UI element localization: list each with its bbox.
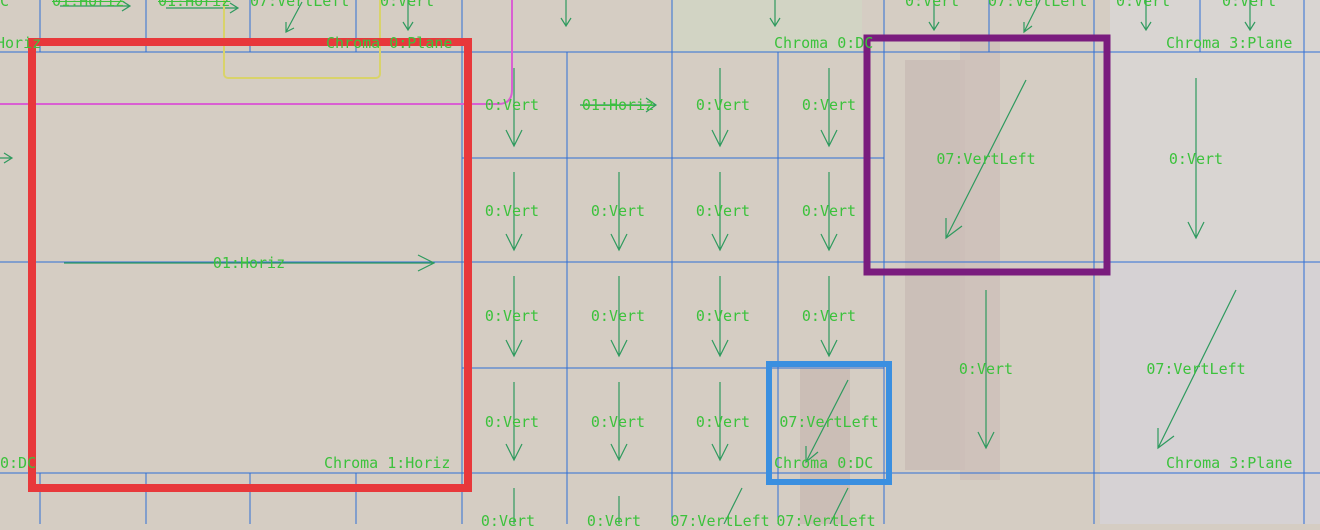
grid-cell-label: 0:Vert	[484, 202, 540, 220]
bottom-row-label: 07:VertLeft	[670, 512, 770, 530]
left-edge-dc-label: 0:DC	[0, 454, 37, 472]
arrow-diagonal	[723, 487, 743, 524]
top-label-c: C	[0, 0, 10, 10]
top-label-vert: 0:Vert	[1222, 0, 1277, 10]
bottom-row-label: 0:Vert	[586, 512, 642, 530]
arrow-horizontal	[0, 152, 14, 164]
top-label-horiz: 01:Horiz	[158, 0, 231, 10]
arrow-horizontal	[166, 2, 240, 14]
grid-cell-label: 0:Vert	[484, 307, 540, 325]
right-block-label: 07:VertLeft	[1146, 360, 1246, 378]
prediction-arrows	[0, 0, 1256, 524]
highlight-red	[28, 38, 472, 492]
arrow-vertical	[711, 68, 729, 148]
right-block-label: 0:Vert	[1168, 150, 1224, 168]
arrow-diagonal	[1023, 0, 1041, 34]
grid-cell-label: 0:Vert	[590, 307, 646, 325]
arrow-vertical	[505, 68, 523, 148]
arrow-vertical	[610, 172, 628, 252]
arrow-vertical	[1244, 0, 1256, 32]
right-block-chroma-label: Chroma 3:Plane	[1166, 454, 1293, 472]
arrow-vertical	[928, 0, 940, 32]
arrow-vertical	[711, 382, 729, 462]
arrow-diagonal	[829, 487, 849, 524]
arrow-vertical	[505, 172, 523, 252]
grid-cell-label: 0:Vert	[801, 96, 857, 114]
arrow-vertical	[402, 0, 414, 32]
arrow-vertical	[560, 0, 572, 28]
arrow-diagonal	[1157, 289, 1237, 450]
grid-cell-label: 01:Horiz	[581, 96, 655, 114]
arrow-horizontal	[580, 97, 658, 113]
highlight-yellow	[223, 0, 381, 79]
chroma-label: Chroma 0:DC	[774, 34, 874, 52]
background-tint-blue-cell	[800, 368, 850, 524]
right-block-label: 07:VertLeft	[936, 150, 1036, 168]
big-block-chroma-label: Chroma 1:Horiz	[324, 454, 451, 472]
chroma-label: Chroma 0:Plane	[326, 34, 453, 52]
grid-cell-label: 0:Vert	[801, 307, 857, 325]
background-tint-top	[672, 0, 862, 52]
grid-cell-label: 0:Vert	[590, 202, 646, 220]
grid-chroma-label: Chroma 0:DC	[774, 454, 874, 472]
arrow-diagonal	[805, 379, 849, 464]
arrow-vertical	[769, 0, 781, 28]
grid-cell-label: 0:Vert	[695, 413, 751, 431]
top-label-vertleft: 07:VertLeft	[250, 0, 350, 10]
background-tint-column2	[960, 40, 1000, 480]
arrow-vertical	[505, 382, 523, 462]
arrow-vertical	[610, 276, 628, 358]
arrow-vertical	[977, 290, 995, 450]
grid-cell-label: 0:Vert	[695, 202, 751, 220]
top-label-vertleft: 07:VertLeft	[988, 0, 1088, 10]
grid-cell-label: 0:Vert	[484, 413, 540, 431]
arrow-vertical	[610, 382, 628, 462]
background-tint-column	[905, 60, 965, 470]
right-block-label: 0:Vert	[958, 360, 1014, 378]
grid-cell-label: 0:Vert	[590, 413, 646, 431]
arrow-vertical	[1140, 0, 1152, 32]
arrow-horizontal	[64, 254, 436, 272]
top-label-vert: 0:Vert	[380, 0, 435, 10]
arrow-diagonal	[285, 1, 303, 33]
big-block-mode-label: 01:Horiz	[212, 254, 286, 272]
bottom-row-label: 0:Vert	[480, 512, 536, 530]
bottom-row-label: 07:VertLeft	[776, 512, 876, 530]
arrow-vertical	[505, 276, 523, 358]
chroma-label: Chroma 3:Plane	[1166, 34, 1293, 52]
left-edge-label: Horiz	[0, 34, 42, 52]
grid-cell-label: 0:Vert	[695, 96, 751, 114]
highlight-purple	[863, 34, 1111, 276]
arrow-diagonal	[945, 79, 1027, 240]
arrow-vertical	[820, 68, 838, 148]
grid-cell-label: 07:VertLeft	[779, 413, 879, 431]
top-label-horiz: 01:Horiz	[52, 0, 125, 10]
arrow-vertical	[820, 172, 838, 252]
background-tint-right-bottom	[1100, 262, 1320, 524]
background-tint-right-top	[1110, 0, 1320, 262]
grid-cell-label: 0:Vert	[484, 96, 540, 114]
top-label-vert: 0:Vert	[905, 0, 960, 10]
top-label-vert: 0:Vert	[1116, 0, 1171, 10]
arrow-vertical	[711, 276, 729, 358]
grid-cell-label: 0:Vert	[801, 202, 857, 220]
arrow-vertical	[820, 276, 838, 358]
highlight-magenta	[0, 0, 513, 105]
highlight-blue	[766, 361, 892, 485]
grid-cell-label: 0:Vert	[695, 307, 751, 325]
arrow-vertical	[711, 172, 729, 252]
arrow-horizontal	[60, 0, 132, 12]
arrow-vertical	[1187, 78, 1205, 240]
